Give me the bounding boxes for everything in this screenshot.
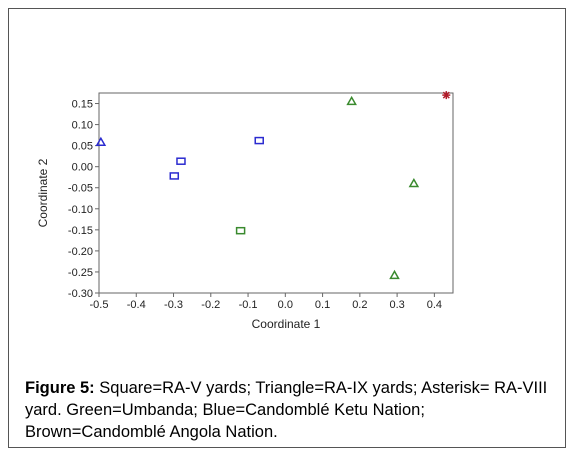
scatter-chart: -0.5 -0.4 -0.3 -0.2 -0.1 0.0 0.1 0.2 0.3 0.4 0.15… xyxy=(36,91,454,331)
y-tick-label: -0.10 xyxy=(68,204,93,216)
y-tick-label: 0.05 xyxy=(72,141,93,153)
figure-caption: Figure 5: Square=RA-V yards; Triangle=RA… xyxy=(25,377,565,443)
figure-label: Figure 5: xyxy=(25,379,95,397)
x-tick-label: -0.3 xyxy=(164,299,183,311)
x-tick-label: -0.1 xyxy=(239,299,258,311)
x-tick-label: -0.2 xyxy=(201,299,220,311)
square-marker xyxy=(254,136,264,145)
x-tick-label: 0.2 xyxy=(352,299,367,311)
y-tick-label: -0.30 xyxy=(68,288,93,300)
y-axis-label: Coordinate 2 xyxy=(36,158,50,227)
data-points xyxy=(95,91,451,280)
triangle-marker xyxy=(95,136,107,147)
y-tick-label: -0.20 xyxy=(68,246,93,258)
x-axis-label: Coordinate 1 xyxy=(252,317,321,331)
y-tick-label: 0.15 xyxy=(72,99,93,111)
square-marker xyxy=(176,157,186,165)
square-marker xyxy=(235,226,246,235)
x-tick-label: -0.5 xyxy=(90,299,109,311)
x-tick-label: 0.3 xyxy=(389,299,404,311)
plot-area xyxy=(98,92,454,294)
x-tick-label: 0.4 xyxy=(427,299,442,311)
x-tick-label: -0.4 xyxy=(127,299,146,311)
square-marker xyxy=(169,172,180,180)
x-tick-label: 0.1 xyxy=(315,299,330,311)
y-tick-label: -0.15 xyxy=(68,225,93,237)
x-tick-label: 0.0 xyxy=(278,299,293,311)
y-tick-label: -0.25 xyxy=(68,267,93,279)
triangle-marker xyxy=(389,269,400,280)
figure-frame: -0.5 -0.4 -0.3 -0.2 -0.1 0.0 0.1 0.2 0.3 0.4 0.15… xyxy=(8,8,566,448)
x-axis-ticks: -0.5 -0.4 -0.3 -0.2 -0.1 0.0 0.1 0.2 0.3 0.4 xyxy=(90,293,442,311)
y-axis-ticks: 0.15 0.10 0.05 0.00 -0.05 -0.10 -0.15 -0.20 -0.2… xyxy=(68,99,99,300)
y-tick-label: -0.05 xyxy=(68,183,93,195)
y-tick-label: 0.10 xyxy=(72,120,93,132)
asterisk-marker xyxy=(442,91,451,100)
triangle-marker xyxy=(346,95,357,106)
y-tick-label: 0.00 xyxy=(72,162,93,174)
figure-caption-text: Square=RA-V yards; Triangle=RA-IX yards;… xyxy=(25,379,548,441)
triangle-marker xyxy=(408,178,420,188)
